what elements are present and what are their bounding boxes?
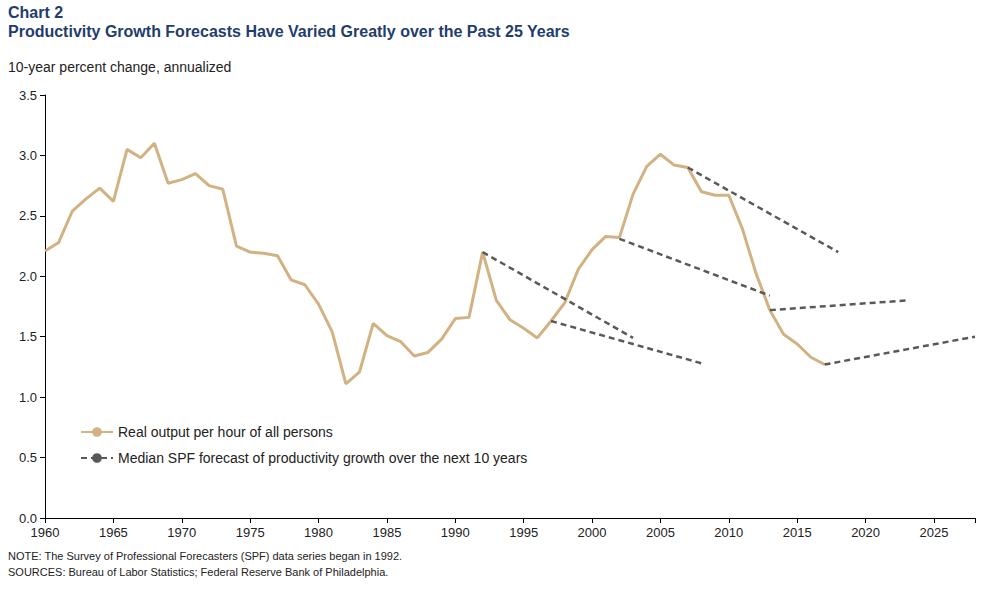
svg-text:2000: 2000 [578, 525, 607, 540]
svg-text:1990: 1990 [441, 525, 470, 540]
svg-text:1.5: 1.5 [19, 329, 37, 344]
svg-text:2.0: 2.0 [19, 269, 37, 284]
svg-text:Median SPF forecast of product: Median SPF forecast of productivity grow… [118, 450, 527, 466]
svg-text:2020: 2020 [851, 525, 880, 540]
svg-text:1985: 1985 [372, 525, 401, 540]
svg-text:1995: 1995 [509, 525, 538, 540]
svg-text:1960: 1960 [31, 525, 60, 540]
svg-text:Real output per hour of all pe: Real output per hour of all persons [118, 424, 333, 440]
svg-text:0.0: 0.0 [19, 511, 37, 526]
svg-text:1970: 1970 [167, 525, 196, 540]
svg-text:2.5: 2.5 [19, 208, 37, 223]
svg-text:1.0: 1.0 [19, 390, 37, 405]
svg-text:3.0: 3.0 [19, 148, 37, 163]
svg-text:Productivity Growth Forecasts: Productivity Growth Forecasts Have Varie… [8, 23, 570, 40]
svg-text:3.5: 3.5 [19, 88, 37, 103]
svg-text:2015: 2015 [783, 525, 812, 540]
svg-text:1975: 1975 [236, 525, 265, 540]
svg-text:0.5: 0.5 [19, 450, 37, 465]
svg-text:2005: 2005 [646, 525, 675, 540]
svg-text:10-year percent change, annual: 10-year percent change, annualized [8, 59, 231, 75]
svg-text:1980: 1980 [304, 525, 333, 540]
svg-text:2025: 2025 [920, 525, 949, 540]
svg-text:Chart 2: Chart 2 [8, 4, 63, 21]
svg-text:NOTE: The Survey of Profession: NOTE: The Survey of Professional Forecas… [8, 550, 402, 562]
svg-text:1965: 1965 [99, 525, 128, 540]
svg-text:SOURCES: Bureau of Labor Stati: SOURCES: Bureau of Labor Statistics; Fed… [8, 566, 388, 578]
svg-text:2010: 2010 [714, 525, 743, 540]
